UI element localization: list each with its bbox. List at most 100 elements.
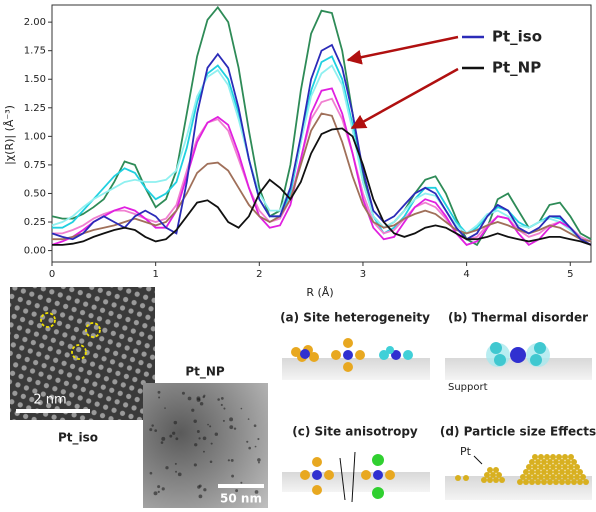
- speck: [149, 428, 153, 432]
- atom: [517, 479, 523, 485]
- y-tick-label: 0.50: [24, 188, 46, 199]
- panel-title: (d) Particle size Effects: [440, 425, 596, 439]
- pointer: [473, 455, 483, 465]
- speck: [227, 459, 230, 462]
- x-tick-label: 0: [49, 269, 55, 280]
- atom: [568, 474, 574, 480]
- speck: [193, 463, 197, 467]
- atom: [538, 474, 544, 480]
- speck: [229, 425, 234, 430]
- atom: [538, 464, 544, 470]
- support-label: Support: [448, 382, 488, 393]
- atom: [529, 469, 535, 475]
- atom: [535, 479, 541, 485]
- speck: [149, 471, 153, 475]
- speck: [165, 466, 169, 470]
- speck: [257, 437, 260, 441]
- atom: [487, 467, 493, 473]
- atom: [562, 454, 568, 460]
- scale-label: 50 nm: [220, 492, 262, 506]
- speck: [209, 425, 212, 428]
- speck: [209, 460, 213, 464]
- atom: [481, 477, 487, 483]
- panel-title: (a) Site heterogeneity: [280, 311, 430, 325]
- atom: [571, 479, 577, 485]
- speck: [197, 485, 201, 489]
- speck: [175, 437, 179, 441]
- atom: [559, 469, 565, 475]
- x-tick-label: 3: [360, 269, 366, 280]
- atom: [487, 477, 493, 483]
- speck: [230, 458, 234, 462]
- markers: [40, 312, 101, 360]
- speck: [203, 488, 207, 492]
- arrow: [350, 67, 459, 130]
- x-tick-label: 2: [256, 269, 262, 280]
- legend-label: Pt_NP: [492, 59, 541, 77]
- speck: [153, 491, 158, 496]
- speck: [202, 436, 207, 441]
- atom: [553, 479, 559, 485]
- plot-frame: [51, 4, 592, 263]
- atom: [493, 467, 499, 473]
- line: [51, 5, 592, 247]
- atom: [520, 474, 526, 480]
- speck: [257, 461, 260, 464]
- speck: [210, 442, 213, 445]
- atom: [547, 479, 553, 485]
- atom: [535, 469, 541, 475]
- atom: [556, 454, 562, 460]
- atom: [574, 474, 580, 480]
- atom: [580, 474, 586, 480]
- atom: [493, 477, 499, 483]
- atom: [571, 469, 577, 475]
- atom: [571, 459, 577, 465]
- x-tick-label: 1: [152, 269, 158, 280]
- atom: [550, 454, 556, 460]
- speck: [235, 489, 239, 493]
- speck: [196, 396, 201, 401]
- speck: [220, 403, 223, 407]
- scale-label: 2 nm: [33, 393, 66, 408]
- atom: [532, 464, 538, 470]
- speck: [157, 490, 160, 493]
- speck: [217, 398, 220, 401]
- speck: [240, 481, 243, 484]
- speck: [231, 474, 234, 478]
- speck: [254, 490, 259, 494]
- atom: [496, 472, 502, 478]
- atom: [544, 474, 550, 480]
- line: [52, 55, 592, 243]
- speck: [154, 429, 158, 432]
- speck: [247, 418, 250, 420]
- atom: [484, 472, 490, 478]
- atom: [553, 459, 559, 465]
- line: [52, 127, 592, 246]
- speck: [202, 395, 205, 399]
- support: [282, 358, 430, 380]
- arrow: [346, 35, 459, 65]
- speck: [175, 470, 177, 473]
- line: [52, 112, 592, 243]
- y-tick-label: 1.00: [24, 131, 46, 142]
- atom: [523, 479, 529, 485]
- speck: [187, 396, 192, 401]
- pt-label: Pt: [460, 445, 472, 458]
- y-tick-label: 1.50: [24, 74, 46, 85]
- y-tick-label: 2.00: [24, 17, 46, 28]
- atom: [565, 469, 571, 475]
- line: [51, 87, 592, 247]
- speck: [196, 430, 200, 433]
- speck: [172, 431, 176, 435]
- atom: [532, 454, 538, 460]
- atom: [583, 479, 589, 485]
- atoms: [486, 342, 550, 367]
- atom: [547, 459, 553, 465]
- atom: [562, 464, 568, 470]
- speck: [229, 417, 234, 422]
- y-tick-label: 0.00: [24, 246, 46, 257]
- atom: [490, 472, 496, 478]
- line: [51, 43, 592, 246]
- atom: [541, 459, 547, 465]
